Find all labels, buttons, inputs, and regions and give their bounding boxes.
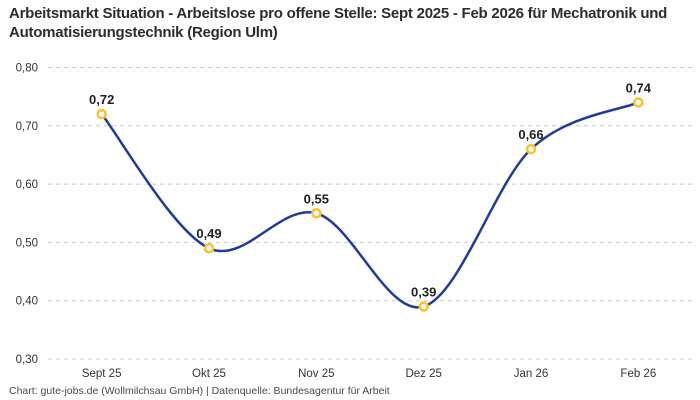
data-point-marker — [96, 108, 107, 120]
x-axis-tick-label: Sept 25 — [82, 368, 122, 380]
data-point-marker — [203, 242, 215, 254]
data-point-label: 0,74 — [626, 80, 652, 95]
x-axis-tick-label: Okt 25 — [192, 368, 226, 380]
data-point-label: 0,49 — [196, 226, 221, 241]
y-axis-tick-label: 0,60 — [16, 179, 38, 191]
data-point-label: 0,66 — [518, 127, 543, 142]
series-line — [100, 101, 640, 309]
data-point-marker — [525, 143, 537, 155]
x-axis-tick-label: Jan 26 — [514, 368, 549, 380]
data-point-marker — [633, 97, 644, 108]
chart-attribution: Chart: gute-jobs.de (Wollmilchsau GmbH) … — [9, 385, 390, 397]
data-point-marker — [418, 301, 429, 312]
x-axis-tick-label: Dez 25 — [405, 368, 441, 380]
x-axis-tick-label: Feb 26 — [620, 368, 656, 380]
data-point-marker — [311, 208, 322, 219]
data-point-label: 0,39 — [411, 285, 436, 300]
y-axis-tick-label: 0,70 — [16, 121, 38, 133]
y-axis-tick-label: 0,80 — [16, 63, 38, 75]
y-axis-tick-label: 0,50 — [16, 237, 38, 249]
x-axis-tick-label: Nov 25 — [298, 368, 334, 380]
y-axis-tick-label: 0,30 — [16, 354, 38, 366]
y-axis-tick-label: 0,40 — [16, 296, 38, 308]
chart-title: Arbeitsmarkt Situation - Arbeitslose pro… — [9, 5, 668, 42]
data-point-label: 0,55 — [304, 191, 329, 206]
data-point-label: 0,72 — [89, 92, 114, 107]
